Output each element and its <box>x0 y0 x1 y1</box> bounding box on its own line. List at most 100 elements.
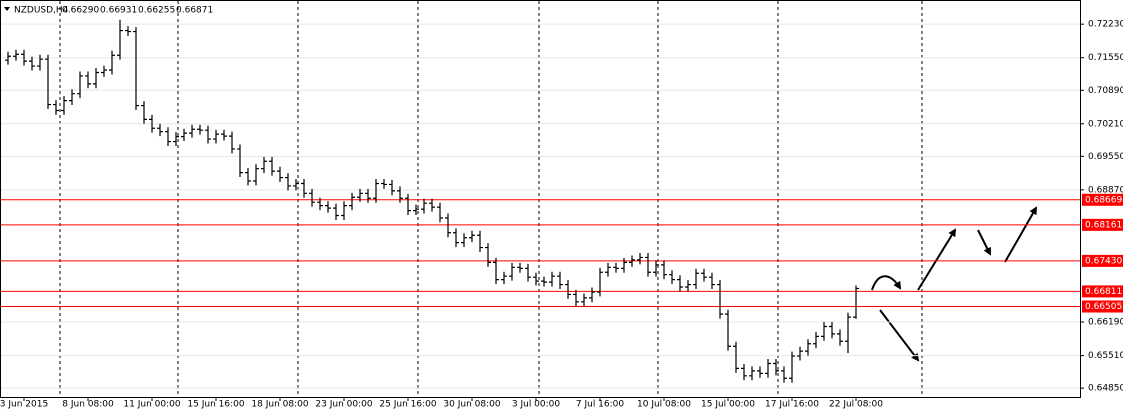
ohlc-bar <box>565 280 571 299</box>
ohlc-bar <box>77 71 83 99</box>
header-value: 0.66931 <box>100 6 137 16</box>
x-tick-label: 30 Jun 08:00 <box>443 400 500 410</box>
ohlc-bar <box>269 156 275 176</box>
ohlc-bar <box>621 257 627 273</box>
ohlc-bar <box>821 322 827 341</box>
ohlc-bar <box>333 203 339 220</box>
ohlc-bar <box>549 271 555 287</box>
level-label: 0.66505 <box>1085 302 1122 312</box>
ohlc-bar <box>389 180 395 196</box>
x-tick-label: 23 Jun 00:00 <box>315 400 372 410</box>
x-tick-label: 8 Jun 08:00 <box>62 400 114 410</box>
ohlc-bar <box>205 125 211 144</box>
level-label: 0.66811 <box>1085 287 1122 297</box>
ohlc-bar <box>741 363 747 381</box>
ohlc-bar <box>277 166 283 182</box>
header-value: 0.66871 <box>176 6 213 16</box>
ohlc-bar <box>37 54 43 71</box>
ohlc-bar <box>533 272 539 286</box>
forecast-arrows <box>871 206 1037 362</box>
ohlc-bar <box>813 331 819 349</box>
ohlc-bar <box>853 285 859 319</box>
level-label-box <box>1082 285 1123 298</box>
level-label: 0.68161 <box>1085 220 1122 230</box>
x-tick-label: 3 Jul 00:00 <box>512 400 561 410</box>
ohlc-bar <box>125 26 131 37</box>
y-tick-label: 0.72230 <box>1088 20 1123 30</box>
ohlc-bar <box>637 253 643 265</box>
ohlc-bar <box>613 262 619 273</box>
ohlc-bar <box>189 124 195 138</box>
ohlc-bar <box>157 123 163 137</box>
symbol-marker <box>4 7 10 11</box>
ohlc-bar <box>301 179 307 198</box>
ohlc-bar <box>165 127 171 146</box>
ohlc-bar <box>413 204 419 216</box>
ohlc-bar <box>733 341 739 373</box>
ohlc-bar <box>173 132 179 146</box>
level-label-box <box>1082 193 1123 206</box>
ohlc-bar <box>21 49 27 66</box>
ohlc-bar <box>469 230 475 243</box>
ohlc-bar <box>589 287 595 303</box>
y-tick-label: 0.71550 <box>1088 53 1123 63</box>
level-label-box <box>1082 300 1123 313</box>
ohlc-bar <box>109 50 115 75</box>
ohlc-bar <box>101 65 107 77</box>
ohlc-bar <box>229 131 235 154</box>
ohlc-bar <box>837 329 843 346</box>
ohlc-bar <box>133 27 139 110</box>
level-label-box <box>1082 254 1123 267</box>
ohlc-bar <box>653 260 659 277</box>
ohlc-bar <box>693 268 699 290</box>
x-tick-label: 3 Jun 2015 <box>0 400 48 410</box>
x-tick-label: 25 Jun 16:00 <box>379 400 436 410</box>
ohlc-bar <box>461 233 467 248</box>
y-tick-label: 0.64850 <box>1088 384 1123 394</box>
ohlc-bar <box>349 192 355 211</box>
ohlc-bar <box>61 96 67 115</box>
ohlc-bar <box>717 280 723 319</box>
ohlc-bar <box>773 359 779 376</box>
y-tick-label: 0.66190 <box>1088 318 1123 328</box>
plot-frame <box>0 0 1081 398</box>
ohlc-bar <box>645 253 651 277</box>
ohlc-bar <box>373 179 379 203</box>
ohlc-bar <box>357 188 363 202</box>
chart-title: NZDUSD,H4 <box>14 6 69 16</box>
ohlc-bar <box>453 228 459 248</box>
ohlc-bar <box>757 366 763 378</box>
ohlc-bar <box>445 213 451 238</box>
ohlc-bar <box>13 49 19 61</box>
ohlc-bar <box>261 156 267 174</box>
ohlc-bar <box>541 276 547 287</box>
ohlc-bar <box>669 270 675 285</box>
ohlc-bar <box>85 71 91 89</box>
ohlc-bar <box>197 124 203 135</box>
ohlc-bar <box>573 289 579 307</box>
ohlc-bar <box>381 179 387 189</box>
ohlc-bar <box>557 271 563 290</box>
ohlc-bar <box>517 262 523 273</box>
ohlc-bar <box>45 54 51 109</box>
x-tick-label: 15 Jun 16:00 <box>187 400 244 410</box>
x-tick-label: 18 Jun 08:00 <box>251 400 308 410</box>
ohlc-bar <box>725 309 731 351</box>
ohlc-bar <box>709 272 715 290</box>
ohlc-bar <box>237 144 243 178</box>
header-value: 0.66290 <box>62 6 99 16</box>
ohlc-bar <box>397 186 403 203</box>
level-label: 0.68669 <box>1085 195 1122 205</box>
ohlc-bar <box>525 263 531 282</box>
ohlc-bar <box>405 193 411 216</box>
ohlc-bar <box>597 267 603 297</box>
y-tick-label: 0.70890 <box>1088 86 1123 96</box>
x-tick-label: 22 Jul 08:00 <box>829 400 883 410</box>
ohlc-bar <box>629 255 635 267</box>
level-label-box <box>1082 218 1123 231</box>
ohlc-bar <box>93 68 99 89</box>
x-tick-label: 17 Jul 16:00 <box>765 400 819 410</box>
ohlc-bar <box>29 56 35 71</box>
ohlc-bar <box>605 262 611 277</box>
ohlc-bar <box>485 243 491 267</box>
